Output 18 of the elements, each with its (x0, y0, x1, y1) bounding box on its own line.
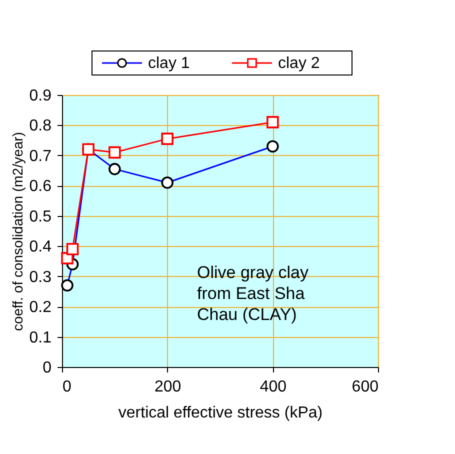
y-tick-label: 0.4 (29, 238, 52, 256)
y-tick-label: 0.6 (29, 178, 52, 196)
y-tick-label: 0.1 (29, 329, 52, 346)
legend-label: clay 1 (148, 55, 190, 72)
y-tick-label: 0.2 (29, 299, 52, 316)
y-tick-label: 0.8 (29, 118, 52, 135)
legend-label: clay 2 (278, 55, 320, 72)
y-tick-label: 0 (42, 360, 52, 376)
y-tick-label: 0.7 (29, 148, 52, 165)
x-tick-label: 400 (260, 378, 287, 396)
x-axis-title: vertical effective stress (kPa) (118, 404, 323, 422)
y-tick-label: 0.3 (29, 268, 52, 286)
x-tick-label: 0 (62, 378, 72, 396)
y-axis-title: coeff. of consolidation (m2/year) (9, 132, 26, 331)
y-tick-label: 0.5 (29, 208, 52, 226)
x-tick-label: 600 (352, 378, 379, 396)
y-tick-label: 0.9 (29, 88, 52, 104)
x-tick-label: 200 (154, 378, 182, 396)
